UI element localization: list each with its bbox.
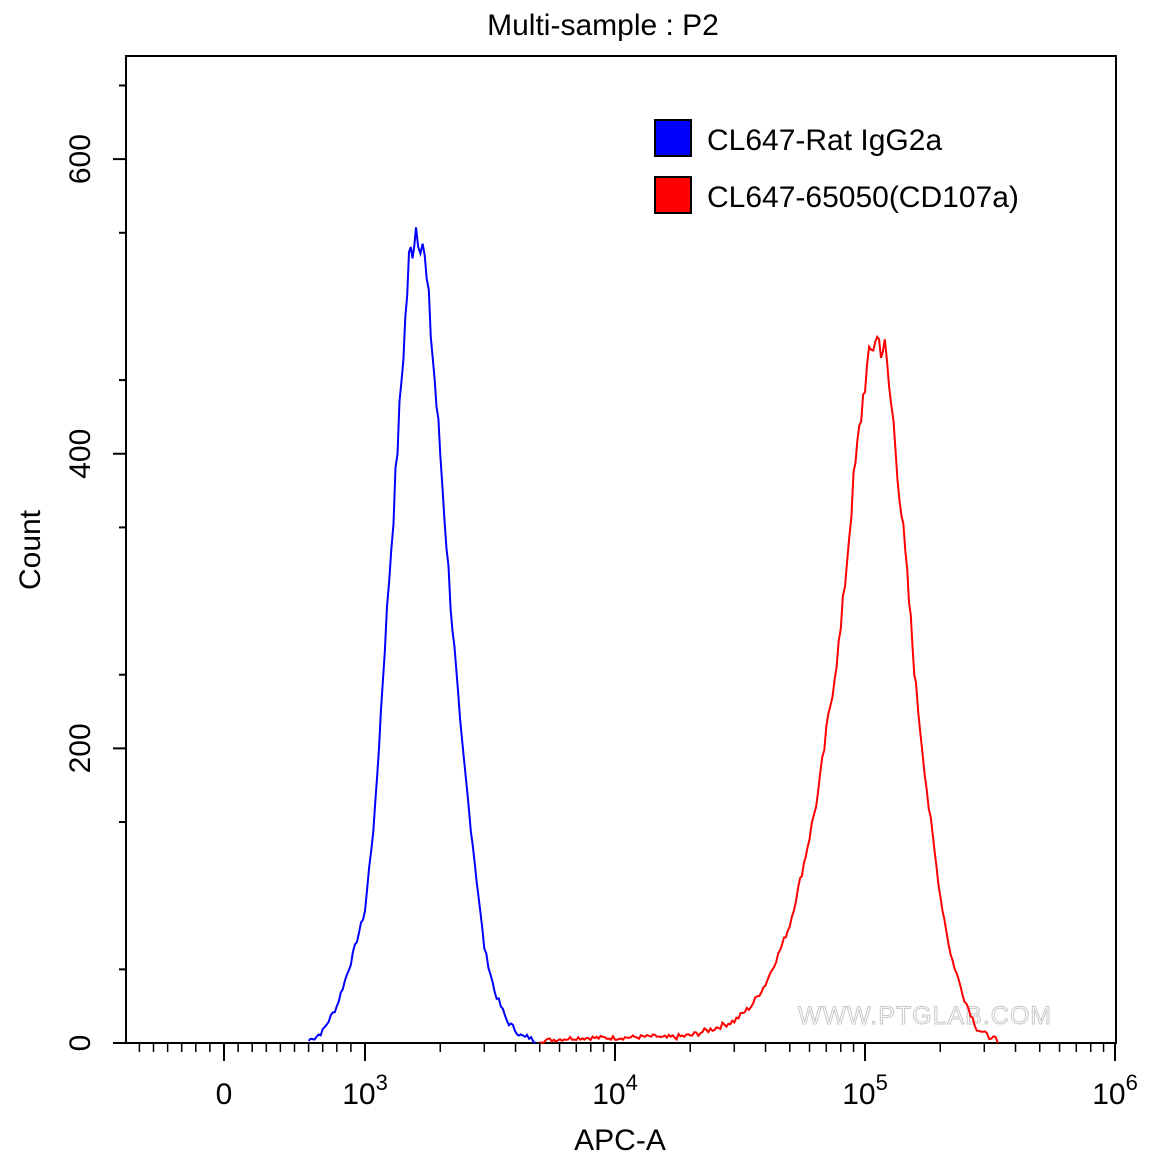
series-line [539,334,999,1044]
y-axis-label: Count [14,509,47,590]
plot-frame [125,55,1117,1044]
x-axis-label: APC-A [574,1124,666,1157]
x-tick-label: 105 [842,1070,888,1111]
x-tick-label: 106 [1092,1070,1138,1111]
legend-label: CL647-65050(CD107a) [707,181,1019,214]
y-tick-label: 200 [64,723,97,773]
series-layer [307,227,999,1044]
y-tick-label: 0 [64,1035,97,1052]
x-tick-label: 0 [216,1078,233,1111]
x-tick-label: 104 [592,1070,638,1111]
y-axis: 0 200 400 600 [64,84,126,1052]
chart-title: Multi-sample : P2 [487,9,719,42]
legend-swatch [654,119,692,157]
legend-swatch [654,176,692,214]
y-tick-label: 400 [64,429,97,479]
series-line [307,227,536,1044]
x-tick-label: 103 [342,1070,388,1111]
watermark: WWW.PTGLAB.COM [798,1002,1052,1030]
y-tick-label: 600 [64,134,97,184]
legend: CL647-Rat IgG2a CL647-65050(CD107a) [654,119,1019,214]
legend-label: CL647-Rat IgG2a [707,124,942,157]
x-axis: 0 103 104 105 106 [138,1043,1138,1111]
